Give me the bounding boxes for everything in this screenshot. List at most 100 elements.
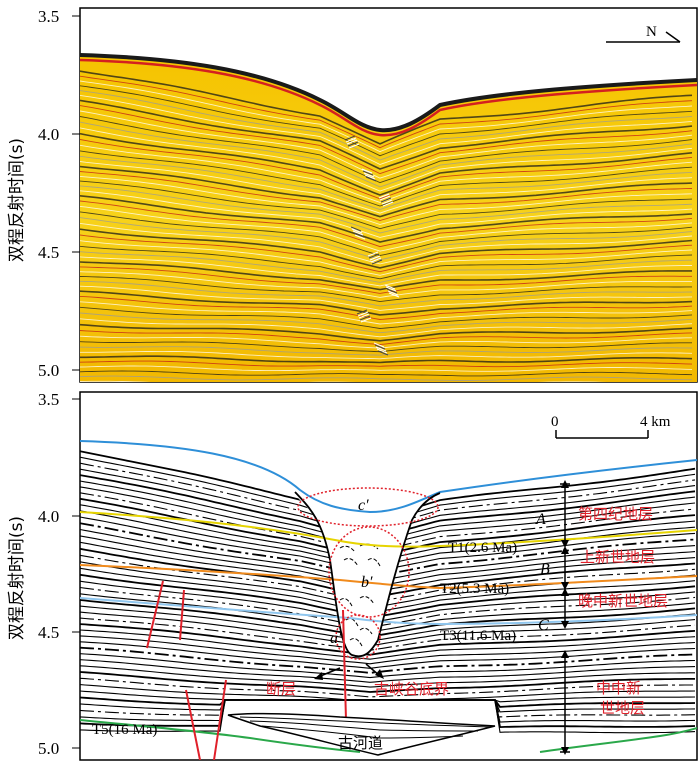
stratal-line <box>80 573 696 619</box>
canyon-infill-mark <box>349 638 363 647</box>
seismic-chaotic-mark <box>354 234 366 240</box>
seismic-chaotic-mark <box>367 251 379 257</box>
scale-start: 0 <box>551 414 559 430</box>
fault-4 <box>213 679 227 760</box>
seismic-chaotic-mark <box>364 174 376 180</box>
seismic-chaotic-mark <box>356 309 368 315</box>
seafloor-reflector <box>80 53 697 133</box>
canyon-fill <box>295 493 440 657</box>
stratal-line <box>80 641 696 669</box>
seismic-chaotic-mark <box>359 315 371 321</box>
seismic-reflector <box>80 116 693 184</box>
stratal-line <box>80 671 695 693</box>
seismic-reflector <box>80 190 693 238</box>
seismic-reflector <box>80 171 693 221</box>
bottom-tick-4-0: 4.0 <box>38 507 59 526</box>
seismic-chaotic-mark <box>379 195 391 201</box>
seismic-reflector <box>80 155 693 210</box>
seismic-reflector <box>80 99 693 170</box>
paleochannel <box>227 712 496 756</box>
bottom-tick-3-5: 3.5 <box>38 390 59 409</box>
seismic-reflector <box>80 370 693 377</box>
top-y-axis: 3.5 4.0 4.5 5.0 双程反射时间(s) <box>7 7 80 380</box>
seismic-reflector <box>80 350 693 360</box>
seismic-reflector <box>80 80 693 153</box>
seismic-reflector <box>80 222 693 265</box>
seismic-reflector <box>80 312 693 334</box>
seismic-reflectors <box>80 70 693 382</box>
t1-label: T1(2.6 Ma) <box>448 540 517 556</box>
canyon-base <box>294 491 441 658</box>
seismic-chaotic-mark <box>385 286 397 292</box>
canyon-infill-mark <box>343 558 359 567</box>
interpretation-panel: 0 4 km c′ b′ a′ A B C T1(2.6 Ma) T2(5.3 … <box>79 391 698 761</box>
seismic-reflector <box>80 360 693 368</box>
seismic-chaotic-mark <box>374 344 386 350</box>
seismic-reflector <box>80 85 693 157</box>
seismic-chaotic-mark <box>363 172 375 178</box>
seismic-panel: N <box>79 7 698 383</box>
seismic-reflector <box>80 245 693 280</box>
seismic-chaotic-mark <box>375 346 387 352</box>
seismic-chaotic-mark <box>348 143 360 149</box>
seismic-reflector <box>80 121 693 188</box>
fault-3 <box>185 689 201 760</box>
seismic-chaotic-mark <box>387 290 399 296</box>
seismic-reflector <box>80 306 693 329</box>
seismic-chaotic-mark <box>350 226 362 232</box>
ellipse-a-prime <box>335 614 381 660</box>
unit-a-label: A <box>535 511 546 528</box>
seismic-chaotic-mark <box>353 232 365 238</box>
seismic-chaotic-mark <box>380 197 392 203</box>
canyon-infill <box>339 543 381 647</box>
seismic-reflector <box>80 105 693 175</box>
seismic-reflector <box>80 240 693 276</box>
top-tick-4-0: 4.0 <box>38 125 59 144</box>
seismic-reflector <box>80 290 693 316</box>
seismic-reflector <box>80 139 693 200</box>
seismic-chaotic-mark <box>362 170 374 176</box>
canyon-infill-mark <box>359 596 375 605</box>
seismic-reflector <box>80 295 693 320</box>
stratal-line <box>80 635 696 665</box>
bottom-y-axis: 3.5 4.0 4.5 5.0 双程反射时间(s) <box>7 390 80 758</box>
b-prime-label: b′ <box>361 574 373 591</box>
seismic-reflector <box>80 150 693 207</box>
seismic-chaotic-mark <box>368 253 380 259</box>
seismic-reflector <box>80 285 693 311</box>
seismic-chaotic-mark <box>376 348 388 354</box>
seismic-reflector <box>80 165 693 218</box>
seismic-reflector <box>80 180 693 230</box>
seismic-chaotic-mark <box>351 228 363 234</box>
stratal-line <box>80 646 696 674</box>
seismic-reflector <box>80 256 692 287</box>
stratal-line <box>80 580 696 624</box>
seismic-reflector <box>80 301 693 325</box>
seismic-reflector <box>80 211 693 256</box>
seismic-reflector <box>80 228 693 269</box>
fault-1 <box>146 580 164 649</box>
canyon-infill-mark <box>359 627 373 635</box>
stratal-line <box>80 623 696 656</box>
seismic-chaotic-mark <box>352 230 364 236</box>
stratal-line <box>80 629 696 660</box>
stratum-pliocene: 上新世地层 <box>580 548 655 566</box>
seismic-reflector <box>80 161 693 214</box>
horizon-t1 <box>80 511 697 548</box>
top-tick-3-5: 3.5 <box>38 7 59 26</box>
seismic-reflector <box>80 217 693 261</box>
canyon-infill-mark <box>339 598 353 607</box>
north-arrow: N <box>606 24 681 43</box>
seismic-chaotic-mark <box>386 288 398 294</box>
seismic-chaotic-mark <box>388 292 400 298</box>
canyon-infill-mark <box>367 558 381 567</box>
seismic-reflector <box>80 75 693 149</box>
top-y-axis-label: 双程反射时间(s) <box>7 138 27 262</box>
unit-b-label: B <box>540 561 550 578</box>
seismic-chaotic-mark <box>377 350 389 356</box>
scale-end: 4 km <box>640 414 671 430</box>
seismic-reflector <box>80 110 693 179</box>
seismic-chaotic-mark <box>382 201 394 207</box>
stratum-late-miocene: 晚中新世地层 <box>578 592 668 610</box>
paleochannel-label: 古河道 <box>338 735 383 752</box>
